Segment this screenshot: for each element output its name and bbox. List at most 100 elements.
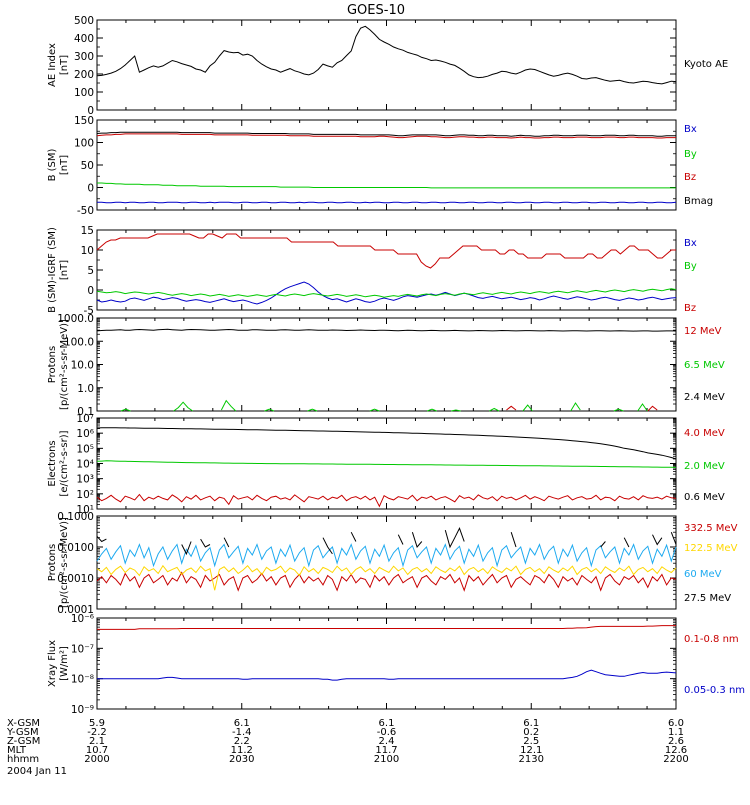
- panel-frame: [96, 617, 677, 710]
- row-value: 2030: [229, 754, 254, 765]
- legend-label: 2.4 MeV: [684, 392, 725, 403]
- y-tick-label: 200: [74, 69, 94, 81]
- y-tick-label: 400: [74, 33, 94, 45]
- panel-2: -50 0 50 100 150 B (SM) [nT] Bx By Bz Bmag: [47, 115, 713, 217]
- legend-label: 332.5 MeV: [684, 523, 738, 534]
- series-line-60-mev: [96, 543, 677, 568]
- y-tick-label: 10.0: [71, 360, 94, 372]
- y-tick-label: 300: [74, 51, 94, 63]
- series-line-332-5-mev: [96, 571, 677, 592]
- series-line-2-0-mev: [96, 460, 677, 468]
- legend-label: Bx: [684, 124, 697, 135]
- series-line-12-mev: [506, 405, 658, 412]
- y-tick-label: 10⁻⁸: [71, 674, 94, 686]
- legend-label: 0.1-0.8 nm: [684, 634, 739, 645]
- row-value: 2.5: [523, 736, 539, 747]
- row-value: 10.7: [86, 745, 108, 756]
- row-value: 2200: [663, 754, 688, 765]
- y-tick-label: 10: [81, 245, 94, 257]
- row-value: 2000: [84, 754, 109, 765]
- y-tick-label: 0.0001: [57, 604, 94, 616]
- y-tick-label: 0: [87, 105, 94, 117]
- legend-label: 12 MeV: [684, 326, 722, 337]
- row-label: Z-GSM: [7, 736, 40, 747]
- y-axis-unit: [nT]: [59, 155, 70, 175]
- series-line-0-05-0-3-nm: [97, 669, 677, 681]
- y-tick-label: 10³: [76, 474, 94, 486]
- y-tick-label: 100.0: [64, 336, 94, 348]
- y-axis-label: Protons: [47, 346, 58, 383]
- row-value: 2100: [374, 754, 399, 765]
- series-line-by: [96, 288, 677, 298]
- legend-label: Kyoto AE: [684, 59, 728, 70]
- x-axis-table: X-GSM 5.9 6.1 6.1 6.1 6.0 Y-GSM -2.2 -1.4 -0.6 0.2…: [6, 718, 689, 777]
- y-tick-label: 0.1: [77, 406, 94, 418]
- y-tick-label: 10²: [76, 489, 94, 501]
- panel-3: -5 0 5 10 15 B (SM)-IGRF (SM) [nT] Bx By Bz: [47, 225, 697, 317]
- legend-label: 0.6 MeV: [684, 492, 725, 503]
- legend-label: 6.5 MeV: [684, 360, 725, 371]
- row-value: 11.2: [231, 745, 253, 756]
- row-value: 1.1: [668, 727, 684, 738]
- series-line-bz: [96, 233, 676, 269]
- panel-6: 0.0001 0.0010 0.0100 0.1000 Protons [p/(cm²-s…: [47, 511, 738, 616]
- y-axis-unit: [p/(cm²-s-sr-MeV)]: [59, 517, 70, 608]
- legend-label: 4.0 MeV: [684, 428, 725, 439]
- legend-label: Bmag: [684, 196, 713, 207]
- series-line-bz: [96, 133, 676, 139]
- panel-4: 0.1 1.0 10.0 100.0 1000.0 Protons [p/(cm²-s-sr…: [47, 313, 725, 418]
- series-line-27-5-mev: [96, 527, 677, 556]
- legend-label: Bz: [684, 172, 696, 183]
- y-tick-label: -50: [77, 205, 94, 217]
- row-value: 2.6: [668, 736, 684, 747]
- row-label: X-GSM: [7, 718, 40, 729]
- panel-1: 0 100 200 300 400 500 AE Index [nT] Kyoto AE: [47, 15, 728, 117]
- series-line-122-5-mev: [96, 564, 677, 591]
- panel-frame: [96, 515, 677, 610]
- y-tick-label: 10⁻⁷: [71, 643, 94, 655]
- row-value: 6.0: [668, 718, 684, 729]
- row-value: 12.6: [665, 745, 687, 756]
- y-tick-label: 50: [81, 160, 94, 172]
- series-line-by: [97, 182, 676, 189]
- legend-label: 2.0 MeV: [684, 461, 725, 472]
- row-value: 2.2: [234, 736, 250, 747]
- y-tick-label: 10⁻⁶: [71, 613, 94, 625]
- y-tick-label: 10⁷: [76, 413, 94, 425]
- row-value: -0.6: [377, 727, 397, 738]
- y-tick-label: 15: [81, 225, 94, 237]
- y-axis-label: Xray Flux: [47, 640, 58, 687]
- y-tick-label: -5: [84, 305, 94, 317]
- row-value: 5.9: [89, 718, 105, 729]
- y-axis-label: Protons: [47, 544, 58, 581]
- panel-frame: [96, 317, 677, 412]
- row-value: 2.1: [89, 736, 105, 747]
- y-axis-label: B (SM)-IGRF (SM): [47, 227, 58, 313]
- y-tick-label: 0: [87, 183, 94, 195]
- legend-label: 60 MeV: [684, 569, 722, 580]
- row-value: 6.1: [234, 718, 250, 729]
- y-tick-label: 0: [87, 285, 94, 297]
- y-tick-label: 1000.0: [57, 313, 94, 325]
- legend-label: 27.5 MeV: [684, 593, 731, 604]
- row-label: MLT: [7, 745, 27, 756]
- y-axis-label: AE Index: [47, 43, 58, 87]
- legend-label: Bz: [684, 303, 696, 314]
- date-label: 2004 Jan 11: [7, 766, 67, 777]
- panel-7: 10⁻⁹ 10⁻⁸ 10⁻⁷ 10⁻⁶ Xray Flux [W/m²] 0.1-0.8 n…: [47, 613, 745, 716]
- panel-5: 10¹ 10² 10³ 10⁴ 10⁵ 10⁶ 10⁷ Electrons [e/(cm²-s-…: [47, 413, 725, 516]
- y-axis-label: Electrons: [47, 440, 58, 486]
- row-value: 0.2: [523, 727, 539, 738]
- y-tick-label: 500: [74, 15, 94, 27]
- series-line-2-4-mev: [96, 328, 677, 332]
- y-tick-label: 10⁻⁹: [71, 704, 94, 716]
- y-tick-label: 100: [74, 87, 94, 99]
- row-value: -2.2: [87, 727, 107, 738]
- series-line-0-1-0-8-nm: [97, 625, 676, 630]
- row-value: 2.4: [379, 736, 395, 747]
- series-line-4-0-mev: [96, 493, 677, 508]
- y-axis-unit: [nT]: [59, 55, 70, 75]
- row-value: 2130: [519, 754, 544, 765]
